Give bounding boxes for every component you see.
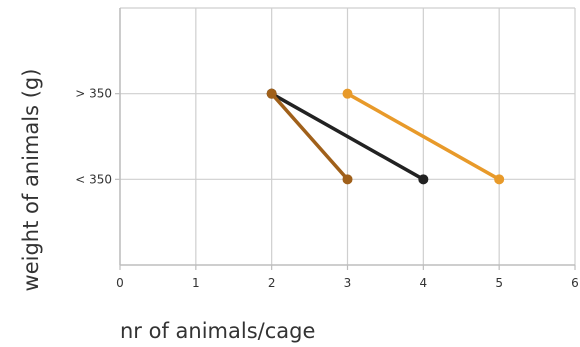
x-tick-label: 1: [192, 276, 200, 290]
x-tick-label: 2: [268, 276, 276, 290]
axes: [115, 8, 576, 270]
x-tick-label: 0: [116, 276, 124, 290]
series-line-3: [269, 91, 350, 182]
x-tick-label: 4: [420, 276, 428, 290]
data-point: [418, 174, 429, 185]
series-group: [266, 88, 505, 185]
series-line-1: [345, 91, 501, 182]
data-point: [342, 174, 353, 185]
x-tick-label: 3: [344, 276, 352, 290]
y-tick-label: > 350: [75, 87, 112, 101]
data-point: [342, 88, 353, 99]
data-point: [266, 88, 277, 99]
x-tick-label: 6: [571, 276, 579, 290]
y-tick-label: < 350: [75, 172, 112, 186]
x-axis-title: nr of animals/cage: [120, 319, 315, 343]
series-line-2: [269, 91, 426, 182]
x-tick-labels: 0 1 2 3 4 5 6: [116, 276, 579, 290]
y-axis-title: weight of animals (g): [19, 69, 43, 292]
y-tick-labels: < 350 > 350: [75, 87, 112, 187]
data-point: [494, 174, 505, 185]
x-tick-label: 5: [495, 276, 503, 290]
